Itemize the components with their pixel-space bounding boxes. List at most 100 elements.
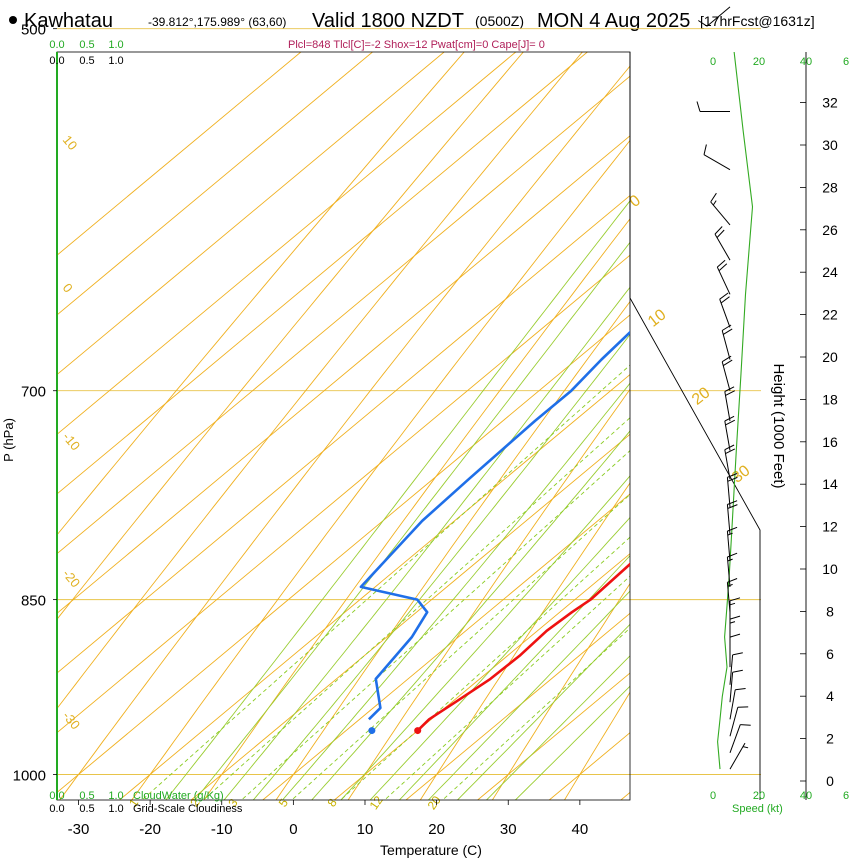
height-tick-label: 14	[822, 476, 838, 492]
wind-barb-flag	[696, 101, 701, 112]
isotherm-line	[405, 612, 630, 800]
wind-barb	[710, 192, 731, 226]
isotherm-line	[119, 374, 630, 800]
wind-barb-flag	[729, 597, 741, 602]
cloudiness-scale-label: 0.0	[49, 803, 64, 815]
wind-barb-flag	[727, 473, 738, 478]
temp-tick-label: -30	[68, 821, 90, 838]
dry-adiabat	[203, 218, 630, 800]
speed-scale-label: 6	[843, 790, 849, 802]
speed-scale-label: 20	[753, 56, 765, 68]
dewpoint-surface-dot	[368, 727, 376, 735]
pressure-tick-label: 850	[21, 593, 46, 610]
isotherm-line	[334, 553, 630, 800]
mixing-ratio-line	[291, 493, 630, 800]
valid-time: Valid 1800 NZDT	[312, 10, 464, 32]
cloudwater-scale-label: 0.0	[49, 39, 64, 51]
wind-barb-flag	[720, 296, 730, 304]
isotherm-line	[477, 672, 630, 800]
wind-barb-staff	[724, 420, 731, 451]
wind-barb-flag	[719, 292, 729, 300]
height-tick-label: 16	[822, 434, 838, 450]
wind-barb	[729, 688, 746, 720]
wind-barb-halfflag	[742, 746, 749, 749]
cloudwater-scale-label: 1.0	[108, 39, 123, 51]
moist-adiabat	[369, 516, 630, 800]
temp-tick-label: 30	[500, 821, 517, 838]
cloudiness-scale-label: 0.0	[49, 55, 64, 67]
wind-barb-flag	[732, 652, 743, 656]
isotherm-line	[57, 52, 445, 376]
height-tick-label: 22	[822, 307, 838, 323]
dry-adiabat	[275, 300, 630, 800]
wind-barb-halfflag	[729, 621, 736, 624]
wind-barb-flag	[723, 328, 733, 335]
y-axis-label: P (hPa)	[1, 418, 16, 462]
wind-barb	[724, 415, 736, 451]
isotherm-line	[57, 254, 630, 734]
wind-barb-halfflag	[727, 583, 733, 587]
wind-barb-flag	[727, 552, 738, 558]
moist-adiabat	[427, 590, 630, 800]
temp-tick-label: 10	[357, 821, 374, 838]
wind-barb-staff	[719, 299, 731, 328]
isotherm-line	[57, 52, 302, 256]
wind-barb-halfflag	[729, 602, 736, 606]
wind-barb-staff	[729, 689, 736, 720]
wind-barb-staff	[703, 154, 731, 171]
mixing-ratio-label: 20	[425, 793, 444, 812]
wind-barb	[714, 226, 731, 261]
wind-barb-flag	[714, 226, 723, 235]
isotherm-line	[57, 52, 517, 435]
dry-adiabat	[57, 52, 583, 710]
wind-barb-flag	[724, 386, 735, 392]
station-name: Kawhatau	[24, 10, 113, 32]
wind-barb-staff	[729, 742, 746, 770]
moist-adiabat	[252, 333, 630, 800]
isotherm-line	[57, 75, 630, 555]
moist-adiabat	[485, 655, 630, 800]
isobar-lines	[57, 28, 761, 775]
profiles	[359, 330, 630, 735]
cloudwater-scale-label: 1.0	[108, 790, 123, 802]
cloudiness-scale-label: 0.5	[79, 55, 94, 67]
height-tick-label: 28	[822, 179, 838, 195]
speed-scale-label: 0	[710, 790, 716, 802]
moist-adiabat	[194, 241, 630, 800]
wind-barbs	[696, 6, 751, 770]
wind-barb	[729, 633, 741, 668]
cloudwater-scale-label: 0.5	[79, 39, 94, 51]
dry-adiabat	[131, 139, 630, 800]
isotherm-label: 0	[60, 280, 76, 295]
wind-barb-staff	[716, 266, 731, 295]
wind-barb-flag	[724, 444, 735, 451]
wind-barb	[716, 259, 731, 295]
wind-barb-flag	[724, 415, 735, 422]
valid-date: MON 4 Aug 2025	[537, 10, 690, 32]
wind-barb-staff	[726, 477, 731, 508]
dry-adiabat	[491, 582, 630, 800]
isotherm-line	[57, 314, 630, 793]
isotherm-line	[548, 732, 630, 800]
dry-adiabat-label: 10	[645, 306, 670, 330]
moist-adiabat	[281, 382, 630, 800]
wind-barb-halfflag	[727, 532, 733, 536]
wind-speed-profile	[717, 52, 754, 770]
height-panel-outline	[629, 52, 761, 800]
mixing-ratio-line	[202, 417, 630, 800]
dry-adiabat	[563, 691, 630, 800]
mixing-ratio-line	[339, 536, 630, 800]
dry-adiabat	[57, 52, 524, 620]
wind-barb-flag	[725, 419, 736, 426]
wind-barb-staff	[729, 707, 739, 737]
wind-barb-flag	[723, 359, 733, 367]
wind-barb-staff	[721, 361, 731, 391]
pressure-tick-label: 500	[21, 22, 46, 39]
height-tick-label: 26	[822, 222, 838, 238]
station-marker-icon	[9, 16, 17, 24]
temp-tick-label: 0	[289, 821, 297, 838]
cloudiness-scale-label: 1.0	[108, 803, 123, 815]
wind-barb	[696, 101, 730, 112]
height-tick-label: 12	[822, 519, 838, 535]
height-tick-label: 18	[822, 391, 838, 407]
